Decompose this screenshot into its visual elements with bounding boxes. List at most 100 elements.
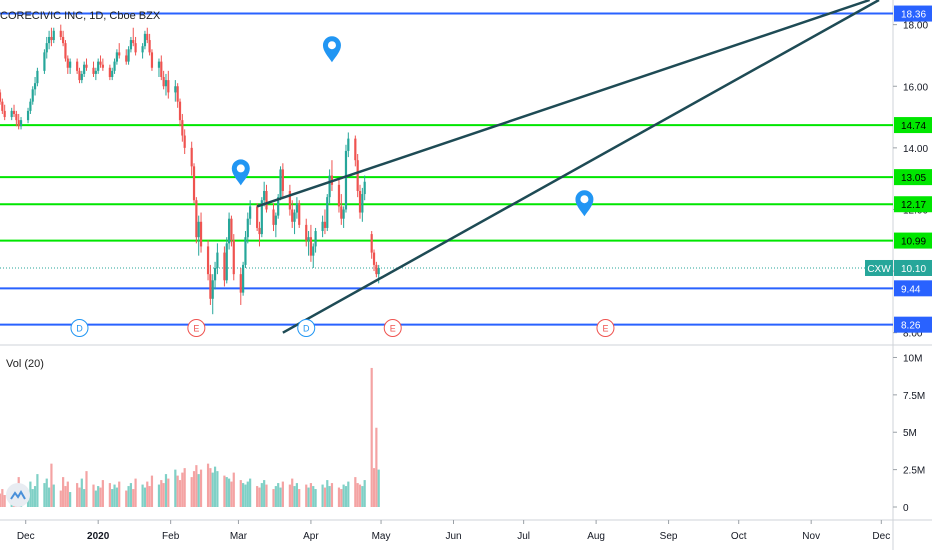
volume-bar xyxy=(344,486,348,507)
horizontal-levels xyxy=(0,12,893,326)
level-label-bg xyxy=(894,169,932,186)
volume-bar xyxy=(162,483,165,507)
volume-bar xyxy=(94,490,97,507)
volume-bar xyxy=(78,487,81,507)
candle-body xyxy=(183,135,186,148)
candle-body xyxy=(76,61,79,71)
volume-bar xyxy=(141,484,144,507)
candle-body xyxy=(19,120,23,127)
candle-body xyxy=(358,190,362,213)
volume-bar xyxy=(363,480,366,507)
last-price-label: 10.10 xyxy=(901,264,926,275)
volume-tick-label: 7.5M xyxy=(903,391,925,402)
candle-body xyxy=(225,243,228,281)
time-axis: Dec 2020 Feb Mar Apr May Jun Jul Aug Sep Oct Nov Dec xyxy=(17,520,890,542)
candle-body xyxy=(64,43,67,59)
time-tick-label: Mar xyxy=(230,531,248,542)
volume-bar xyxy=(330,483,334,507)
pins xyxy=(231,36,594,217)
candle-body xyxy=(59,30,62,37)
time-tick-label: Feb xyxy=(162,531,180,542)
volume-bar xyxy=(76,483,79,507)
volume-bar xyxy=(213,466,217,507)
candle-body xyxy=(97,61,100,71)
volume-bar xyxy=(272,489,275,507)
volume-bar xyxy=(260,483,263,507)
candle-body xyxy=(277,197,280,216)
time-tick-label: Jun xyxy=(445,531,461,542)
candles xyxy=(0,24,380,315)
candle-body xyxy=(190,147,193,167)
candle-body xyxy=(192,166,196,201)
candle-body xyxy=(230,218,233,241)
level-label: 12.17 xyxy=(901,200,926,211)
volume-bar xyxy=(125,490,128,507)
candle-body xyxy=(101,64,104,68)
chart-title: CORECIVIC INC, 1D, Cboe BZX xyxy=(0,10,161,22)
candle-body xyxy=(125,55,128,62)
volume-bar xyxy=(216,471,219,507)
event-marker-e xyxy=(187,319,206,337)
volume-bar xyxy=(50,463,53,507)
symbol-label: CXW xyxy=(867,264,891,275)
candle-body xyxy=(178,101,182,121)
candle-body xyxy=(328,175,331,198)
volume-bar xyxy=(328,486,331,507)
candle-body xyxy=(150,52,154,68)
volume-bar xyxy=(256,486,259,507)
volume-bar xyxy=(176,475,179,507)
volume-bar xyxy=(127,486,130,507)
price-tick-label: 16.00 xyxy=(903,82,928,93)
volume-bar xyxy=(83,489,86,507)
volume-bar xyxy=(279,487,282,507)
candle-body xyxy=(45,43,48,53)
level-label: 18.36 xyxy=(901,10,926,21)
volume-bar xyxy=(372,468,376,507)
time-tick-label: Dec xyxy=(872,531,890,542)
volume-bar xyxy=(80,478,83,507)
pin-hole xyxy=(327,41,336,50)
volume-bar xyxy=(288,484,291,507)
candle-body xyxy=(52,30,55,41)
volume-bar xyxy=(150,475,154,507)
candle-body xyxy=(160,61,163,78)
volume-bar xyxy=(340,489,343,507)
candle-body xyxy=(337,184,341,207)
volume-bar xyxy=(206,463,210,507)
volume-bar xyxy=(62,477,65,507)
volume-bar xyxy=(195,465,198,507)
candle-body xyxy=(174,86,177,93)
volume-bar xyxy=(132,489,135,507)
level-label: 9.44 xyxy=(901,284,921,295)
volume-bar xyxy=(249,478,252,507)
candle-body xyxy=(50,36,53,41)
logo-icon xyxy=(6,483,30,507)
volume-bar xyxy=(197,474,200,507)
candle-body xyxy=(62,36,65,44)
candle-body xyxy=(272,209,275,225)
volume-bar xyxy=(183,468,186,507)
event-marker-label: E xyxy=(193,324,199,334)
volume-bar xyxy=(143,487,147,507)
volume-bar xyxy=(92,484,95,507)
candle-body xyxy=(216,252,219,268)
volume-bar xyxy=(291,478,294,507)
candle-body xyxy=(223,252,226,281)
candle-body xyxy=(370,234,373,253)
volume-bar xyxy=(101,480,104,507)
candle-body xyxy=(157,61,161,68)
candle-body xyxy=(78,70,81,81)
candle-body xyxy=(363,181,366,195)
volume-bar xyxy=(45,478,48,507)
event-marker-d xyxy=(297,319,316,337)
candle-body xyxy=(15,113,18,121)
volume-bar xyxy=(354,477,357,507)
trendline xyxy=(256,0,871,208)
candle-body xyxy=(295,203,298,213)
price-tick-label: 8.00 xyxy=(903,329,923,340)
candle-body xyxy=(12,110,16,114)
volume-bar xyxy=(31,489,34,507)
candle-body xyxy=(242,264,245,293)
volume-bar xyxy=(111,489,114,507)
volume-bar xyxy=(33,486,37,507)
